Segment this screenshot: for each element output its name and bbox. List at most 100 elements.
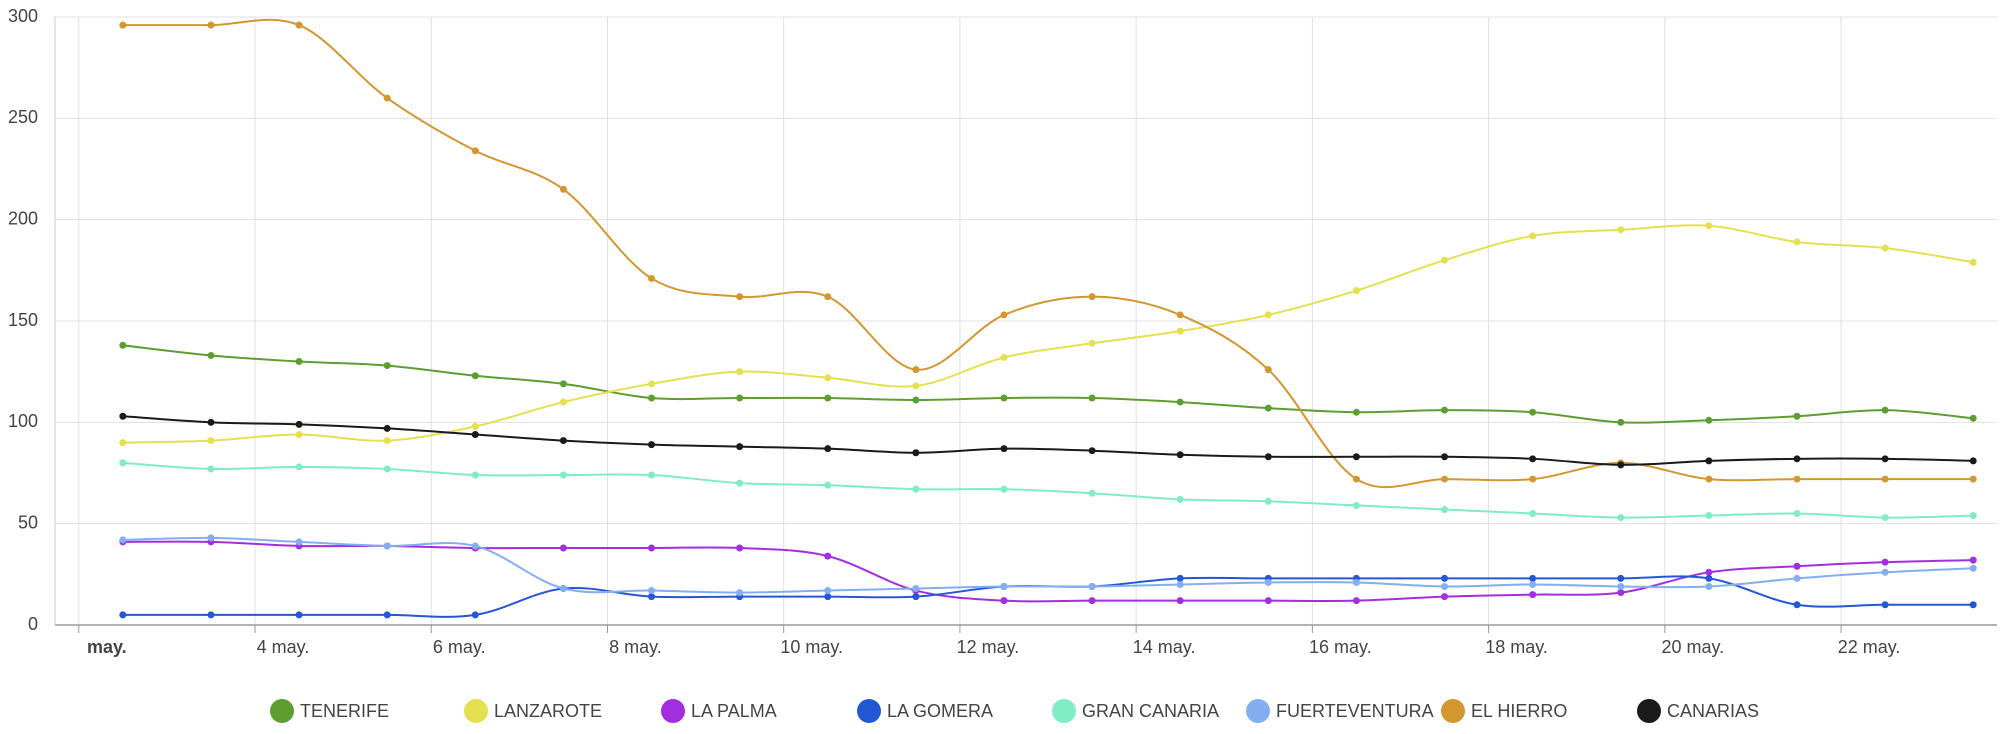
legend-item[interactable]: LANZAROTE bbox=[464, 699, 602, 723]
data-point bbox=[1264, 578, 1272, 586]
data-point bbox=[1529, 591, 1537, 599]
data-point bbox=[648, 544, 656, 552]
data-point bbox=[1617, 589, 1625, 597]
data-point bbox=[824, 374, 832, 382]
data-point bbox=[1000, 485, 1008, 493]
data-point bbox=[1617, 418, 1625, 426]
data-point bbox=[1529, 455, 1537, 463]
data-point bbox=[119, 341, 127, 349]
data-point bbox=[1264, 453, 1272, 461]
data-point bbox=[1000, 597, 1008, 605]
data-point bbox=[1352, 287, 1360, 295]
data-point bbox=[119, 21, 127, 29]
data-point bbox=[912, 366, 920, 374]
data-point bbox=[912, 585, 920, 593]
data-point bbox=[383, 424, 391, 432]
data-point bbox=[912, 593, 920, 601]
data-point bbox=[1088, 394, 1096, 402]
data-point bbox=[1793, 238, 1801, 246]
data-point bbox=[559, 471, 567, 479]
data-point bbox=[1441, 582, 1449, 590]
data-point bbox=[1705, 416, 1713, 424]
data-point bbox=[1969, 512, 1977, 520]
legend-label: EL HIERRO bbox=[1471, 701, 1567, 721]
data-point bbox=[824, 593, 832, 601]
data-point bbox=[648, 274, 656, 282]
legend-item[interactable]: LA PALMA bbox=[661, 699, 777, 723]
x-tick-label: 12 may. bbox=[957, 637, 1020, 657]
data-point bbox=[1088, 293, 1096, 301]
data-point bbox=[471, 542, 479, 550]
data-point bbox=[1000, 311, 1008, 319]
data-point bbox=[1264, 366, 1272, 374]
data-point bbox=[383, 465, 391, 473]
data-point bbox=[1088, 597, 1096, 605]
data-point bbox=[648, 380, 656, 388]
legend-item[interactable]: CANARIAS bbox=[1637, 699, 1759, 723]
data-point bbox=[295, 538, 303, 546]
data-point bbox=[559, 544, 567, 552]
x-tick-label: 16 may. bbox=[1309, 637, 1372, 657]
legend-label: FUERTEVENTURA bbox=[1276, 701, 1434, 721]
data-point bbox=[1881, 406, 1889, 414]
data-point bbox=[471, 372, 479, 380]
y-tick-label: 0 bbox=[28, 614, 38, 634]
legend-item[interactable]: TENERIFE bbox=[270, 699, 389, 723]
legend-swatch bbox=[270, 699, 294, 723]
legend-swatch bbox=[857, 699, 881, 723]
data-point bbox=[824, 293, 832, 301]
data-point bbox=[295, 611, 303, 619]
y-tick-label: 150 bbox=[8, 310, 38, 330]
data-point bbox=[824, 394, 832, 402]
data-point bbox=[1000, 394, 1008, 402]
data-point bbox=[1352, 578, 1360, 586]
data-point bbox=[824, 552, 832, 560]
data-point bbox=[1000, 445, 1008, 453]
data-point bbox=[1617, 574, 1625, 582]
data-point bbox=[1705, 582, 1713, 590]
legend-item[interactable]: FUERTEVENTURA bbox=[1246, 699, 1434, 723]
data-point bbox=[207, 534, 215, 542]
data-point bbox=[1176, 580, 1184, 588]
data-point bbox=[1529, 580, 1537, 588]
data-point bbox=[1617, 582, 1625, 590]
legend-swatch bbox=[1246, 699, 1270, 723]
data-point bbox=[1969, 258, 1977, 266]
data-point bbox=[1793, 412, 1801, 420]
data-point bbox=[295, 358, 303, 366]
legend-item[interactable]: GRAN CANARIA bbox=[1052, 699, 1219, 723]
data-point bbox=[1441, 574, 1449, 582]
data-point bbox=[1969, 457, 1977, 465]
data-point bbox=[1969, 601, 1977, 609]
data-point bbox=[1529, 475, 1537, 483]
data-point bbox=[1881, 475, 1889, 483]
data-point bbox=[1088, 582, 1096, 590]
legend-swatch bbox=[1052, 699, 1076, 723]
legend-swatch bbox=[1637, 699, 1661, 723]
data-point bbox=[1969, 475, 1977, 483]
data-point bbox=[1793, 510, 1801, 518]
data-point bbox=[1264, 597, 1272, 605]
data-point bbox=[1088, 447, 1096, 455]
series-line bbox=[122, 540, 1974, 603]
data-point bbox=[1969, 564, 1977, 572]
series-line bbox=[122, 575, 1974, 618]
data-point bbox=[559, 398, 567, 406]
data-point bbox=[1441, 593, 1449, 601]
legend-item[interactable]: EL HIERRO bbox=[1441, 699, 1567, 723]
data-point bbox=[559, 380, 567, 388]
data-point bbox=[1969, 414, 1977, 422]
data-point bbox=[736, 443, 744, 451]
data-point bbox=[207, 611, 215, 619]
legend-item[interactable]: LA GOMERA bbox=[857, 699, 993, 723]
data-point bbox=[1705, 574, 1713, 582]
data-point bbox=[736, 293, 744, 301]
x-tick-label: 22 may. bbox=[1838, 637, 1901, 657]
data-point bbox=[119, 611, 127, 619]
data-point bbox=[1441, 475, 1449, 483]
data-point bbox=[1000, 582, 1008, 590]
data-point bbox=[1529, 408, 1537, 416]
data-point bbox=[648, 593, 656, 601]
data-point bbox=[1881, 514, 1889, 522]
